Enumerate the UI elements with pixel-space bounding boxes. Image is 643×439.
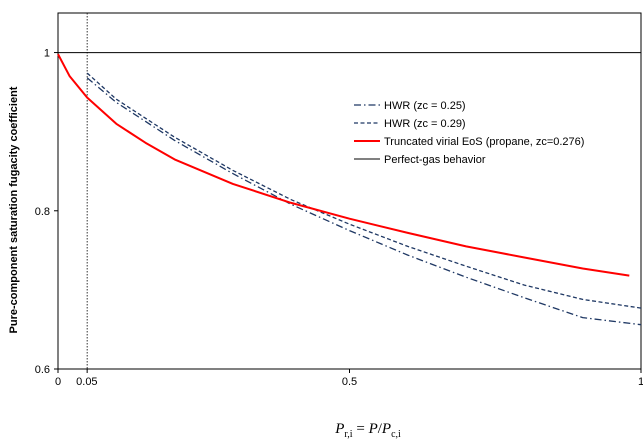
x-label-slash: / xyxy=(378,421,383,437)
x-tick-label-2: 0.5 xyxy=(342,376,357,388)
legend-label-3: Perfect-gas behavior xyxy=(384,154,486,166)
series-line-0 xyxy=(86,77,642,326)
y-axis-label: Pure-component saturation fugacity coeff… xyxy=(8,86,20,333)
x-axis-label: Pr,i = P/Pc,i xyxy=(334,421,401,439)
legend-label-0: HWR (zc = 0.25) xyxy=(384,100,466,112)
x-label-eq: = xyxy=(353,421,369,437)
x-tick-label-0: 0 xyxy=(55,376,61,388)
legend-label-2: Truncated virial EoS (propane, zc=0.276) xyxy=(384,136,584,148)
x-label-p1: P xyxy=(334,421,344,437)
legend: HWR (zc = 0.25) HWR (zc = 0.29) Truncated … xyxy=(354,100,584,166)
x-tick-label-3: 1 xyxy=(638,376,643,388)
x-tick-label-1: 0.05 xyxy=(76,376,97,388)
x-label-s1: r,i xyxy=(344,429,352,439)
series-line-2 xyxy=(57,53,630,277)
y-axis-ticks: 0.6 0.8 1 xyxy=(35,48,58,376)
legend-label-1: HWR (zc = 0.29) xyxy=(384,118,466,130)
x-axis-ticks: 0 0.05 0.5 1 xyxy=(55,369,643,388)
x-label-s3: c,i xyxy=(391,429,401,439)
x-label-p2: P xyxy=(368,421,378,437)
y-tick-label-0: 0.6 xyxy=(35,364,50,376)
y-tick-label-2: 1 xyxy=(44,48,50,60)
series-line-1 xyxy=(86,72,642,309)
y-tick-label-1: 0.8 xyxy=(35,206,50,218)
x-label-p3: P xyxy=(381,421,391,437)
series-layer xyxy=(57,52,642,326)
